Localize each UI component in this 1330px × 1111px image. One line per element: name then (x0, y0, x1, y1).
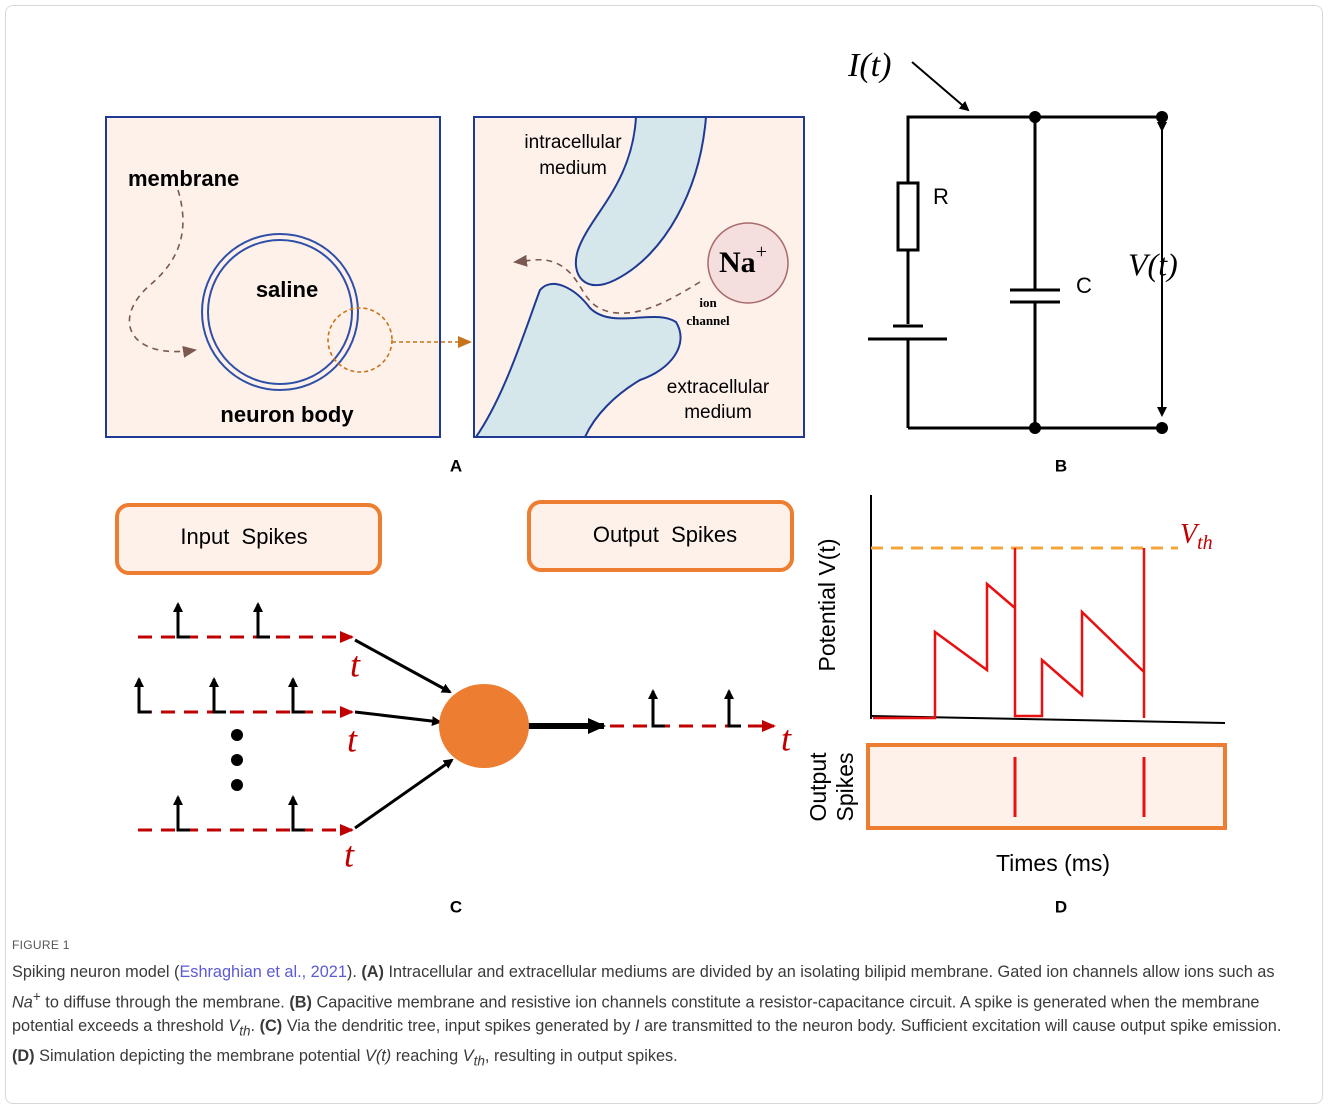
label: saline (256, 277, 318, 302)
panel-a: membrane saline neuron body intracellula… (106, 117, 804, 475)
label: Output (805, 752, 831, 822)
shape (178, 604, 190, 637)
label-part: Na (719, 246, 756, 279)
label: V(t) (1128, 246, 1178, 282)
label: B (1055, 456, 1067, 475)
label-part: th (1197, 532, 1213, 554)
shape (214, 679, 226, 712)
caption-symbol: V(t) (365, 1047, 391, 1065)
shape (293, 797, 305, 830)
label: t (347, 719, 358, 759)
caption-panel-ref: (D) (12, 1047, 35, 1065)
shape (258, 604, 270, 637)
line (355, 760, 452, 828)
spike-arrow (139, 604, 741, 830)
label: C (1076, 273, 1092, 298)
caption-subscript: th (474, 1053, 485, 1068)
caption-text: , resulting in output spikes. (485, 1047, 678, 1065)
caption-symbol: th (239, 1024, 250, 1039)
label: t (781, 718, 792, 758)
shape (293, 679, 305, 712)
circle (231, 779, 243, 791)
caption-text: . (251, 1017, 260, 1035)
citation-link[interactable]: Eshraghian et al., 2021 (179, 963, 346, 981)
caption-text: are transmitted to the neuron body. Suff… (639, 1017, 1281, 1035)
caption-symbol: Na (12, 993, 33, 1011)
circle (231, 754, 243, 766)
circle (1029, 111, 1041, 123)
label: Vth (1180, 519, 1213, 553)
caption-text: Spiking neuron model ( (12, 963, 179, 981)
caption-superscript: + (33, 989, 41, 1004)
label: Input Spikes (180, 524, 307, 549)
shape (178, 797, 190, 830)
group (231, 729, 243, 791)
label: Output Spikes (593, 522, 737, 547)
label: D (1055, 897, 1067, 916)
shape (729, 691, 741, 726)
label: R (933, 184, 949, 209)
circle (231, 729, 243, 741)
label: Potential V(t) (814, 539, 840, 672)
label: Times (ms) (996, 850, 1110, 876)
caption-text: Via the dendritic tree, input spikes gen… (282, 1017, 635, 1035)
caption-panel-ref: (C) (260, 1017, 283, 1035)
panel-c: Input Spikes Output Spikes t t t (117, 502, 792, 916)
caption-subscript: th (239, 1024, 250, 1039)
label: medium (684, 402, 752, 423)
box (868, 745, 1225, 828)
circle (1029, 422, 1041, 434)
label: membrane (128, 166, 239, 191)
circle (1156, 422, 1168, 434)
caption-symbol: V (228, 1017, 239, 1035)
label: neuron body (220, 402, 354, 427)
line (355, 640, 450, 692)
caption-panel-ref: (B) (289, 993, 312, 1011)
circle (1156, 111, 1168, 123)
label: channel (686, 313, 730, 328)
label: extracellular (667, 377, 770, 398)
neuron (439, 684, 529, 768)
label: C (450, 897, 462, 916)
caption-text: ). (347, 963, 361, 981)
label-part: + (756, 241, 767, 263)
label: Spikes (832, 752, 858, 821)
line (355, 712, 440, 722)
caption-text: Simulation depicting the membrane potent… (35, 1047, 365, 1065)
label: t (344, 834, 355, 874)
figure: membrane saline neuron body intracellula… (0, 0, 1330, 930)
caption-text: Intracellular and extracellular mediums … (384, 963, 1275, 981)
label: A (450, 456, 462, 475)
caption-panel-ref: (A) (361, 963, 384, 981)
label: ion (699, 295, 717, 310)
shape (653, 691, 665, 726)
caption-text: reaching (391, 1047, 463, 1065)
caption-symbol: th (474, 1053, 485, 1068)
caption-symbol: V (463, 1047, 474, 1065)
caption-text: to diffuse through the membrane. (41, 993, 290, 1011)
label: medium (539, 158, 607, 179)
trace (873, 548, 1144, 718)
figure-page: membrane saline neuron body intracellula… (0, 0, 1330, 1111)
label: I(t) (847, 47, 891, 84)
caption: Spiking neuron model (Eshraghian et al.,… (12, 960, 1282, 1074)
shape (139, 679, 151, 712)
line (912, 62, 968, 110)
caption-label: FIGURE 1 (12, 938, 70, 952)
label: t (350, 644, 361, 684)
label: intracellular (524, 132, 622, 153)
panel-b: I(t) R C V(t) B (847, 47, 1178, 476)
box (898, 183, 918, 250)
panel-d: Vth Potential V(t) Output Spikes Times (… (805, 495, 1225, 916)
